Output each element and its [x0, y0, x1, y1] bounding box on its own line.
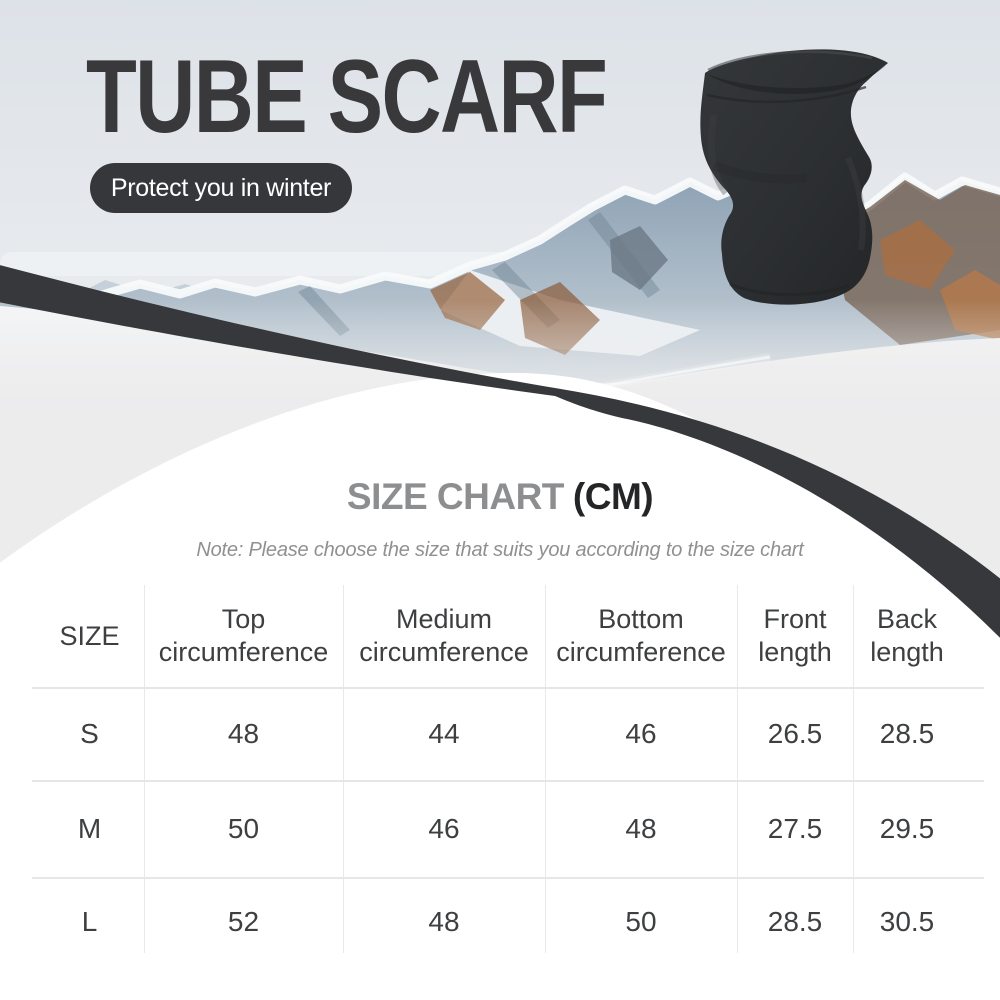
- tube-scarf-product-photo: [700, 49, 888, 305]
- value-cell: 27.5: [767, 812, 823, 844]
- size-table: SIZE Top circumference Medium circumferenc…: [35, 585, 961, 967]
- rock-patch: [610, 226, 668, 290]
- value-cell: 50: [625, 906, 657, 937]
- size-cell: S: [80, 717, 99, 749]
- scarf-opening-shadow: [705, 63, 888, 94]
- value-cell: 28.5: [879, 717, 935, 749]
- column-header: Medium circumference: [359, 604, 529, 667]
- column-header: Top circumference: [158, 604, 329, 667]
- value-cell: 48: [625, 812, 657, 844]
- column-header: Back length: [870, 604, 944, 667]
- hero-badge: Protect you in winter: [90, 163, 352, 213]
- value-cell: 44: [428, 717, 460, 749]
- value-cell: 52: [227, 906, 260, 937]
- scarf-fold-highlight: [845, 156, 866, 251]
- value-cell: 50: [227, 812, 260, 844]
- scarf-seam: [706, 85, 867, 104]
- size-chart-heading-main: SIZE CHART: [346, 476, 565, 517]
- value-cell: 46: [428, 812, 460, 844]
- size-chart-heading-unit: (CM): [572, 476, 654, 517]
- value-cell: 28.5: [767, 906, 823, 937]
- hero-photo-scene: [0, 0, 1000, 650]
- scarf-hem-seam: [729, 282, 850, 297]
- size-chart-heading: SIZE CHART (CM): [0, 476, 1000, 518]
- scarf-body: [700, 49, 888, 305]
- value-cell: 30.5: [879, 906, 935, 937]
- white-curve-panel: [0, 373, 1000, 650]
- column-header: Front length: [758, 604, 832, 667]
- dark-swoosh-accent: [0, 265, 1000, 638]
- value-cell: 48: [227, 717, 260, 749]
- value-cell: 26.5: [767, 717, 823, 749]
- column-header: SIZE: [59, 620, 120, 651]
- scarf-embossed-logo: [712, 161, 807, 184]
- page-title: TUBE SCARF: [86, 39, 608, 155]
- rock-patch: [880, 220, 955, 290]
- hero-badge-label: Protect you in winter: [110, 173, 332, 202]
- scarf-rim-highlight: [707, 50, 873, 72]
- cloud-band: [0, 252, 520, 276]
- value-cell: 48: [428, 906, 460, 937]
- size-cell: L: [81, 906, 98, 937]
- size-cell: M: [77, 812, 102, 844]
- value-cell: 46: [625, 717, 657, 749]
- size-chart-note: Note: Please choose the size that suits …: [196, 539, 804, 561]
- column-header: Bottom circumference: [556, 604, 726, 667]
- value-cell: 29.5: [879, 812, 935, 844]
- scarf-fold-highlight: [707, 114, 729, 196]
